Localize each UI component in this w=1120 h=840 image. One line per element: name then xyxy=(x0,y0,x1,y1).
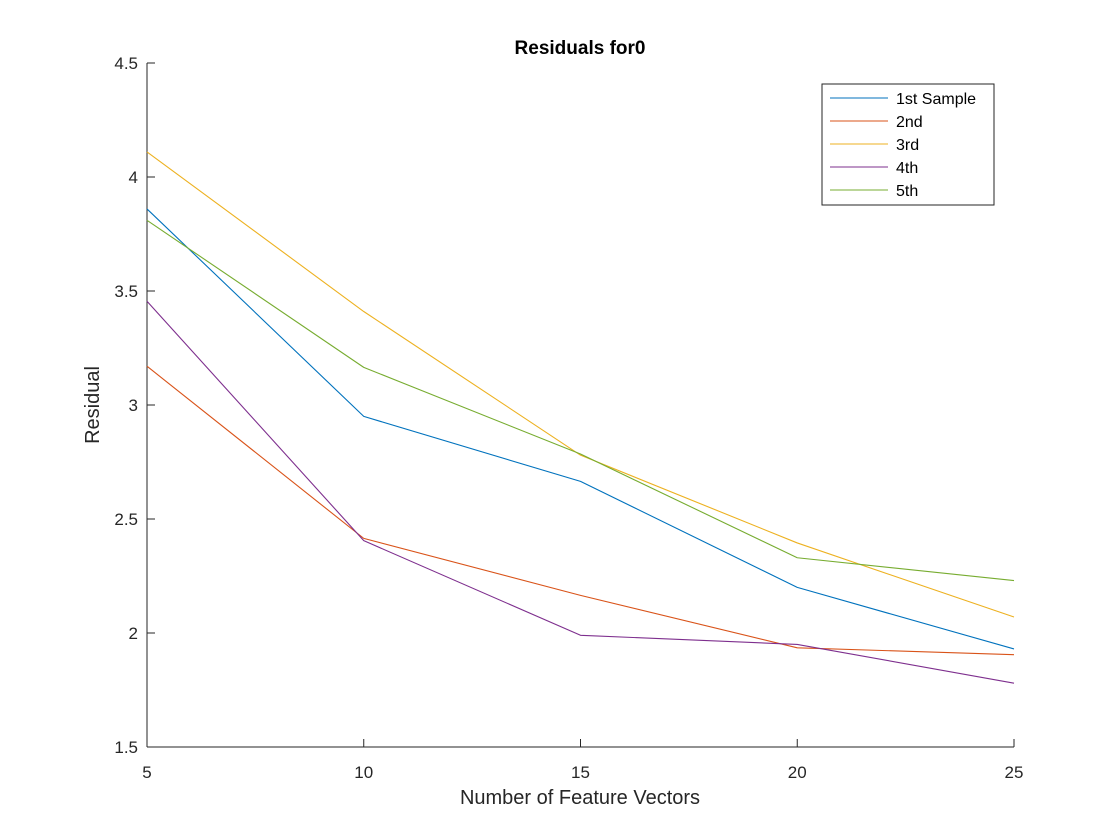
legend-label-5: 5th xyxy=(896,183,918,200)
y-tick-label: 2 xyxy=(129,624,138,643)
x-tick-label: 25 xyxy=(1005,763,1024,782)
series-line-4 xyxy=(146,300,1015,684)
series-line-1 xyxy=(146,208,1015,650)
series-line-2 xyxy=(146,365,1015,656)
x-tick-label: 20 xyxy=(788,763,807,782)
axes: 5 10 15 20 25 1.5 2 2.5 3 3.5 4 4.5 xyxy=(114,54,1023,782)
legend-label-4: 4th xyxy=(896,160,918,177)
y-tick-label: 4 xyxy=(129,168,138,187)
legend: 1st Sample 2nd 3rd 4th 5th xyxy=(821,83,995,206)
x-axis-label: Number of Feature Vectors xyxy=(460,787,700,809)
legend-label-3: 3rd xyxy=(896,137,919,154)
y-tick-label: 4.5 xyxy=(114,54,138,73)
chart-title: Residuals for0 xyxy=(515,38,646,59)
series-lines xyxy=(146,151,1015,684)
series-line-5 xyxy=(146,219,1015,582)
x-tick-label: 5 xyxy=(142,763,151,782)
x-tick-label: 15 xyxy=(571,763,590,782)
legend-label-2: 2nd xyxy=(896,114,923,131)
y-tick-label: 3 xyxy=(129,396,138,415)
legend-label-1: 1st Sample xyxy=(896,91,976,108)
y-tick-label: 2.5 xyxy=(114,510,138,529)
series-line-3 xyxy=(146,151,1015,618)
x-tick-label: 10 xyxy=(354,763,373,782)
y-tick-label: 3.5 xyxy=(114,282,138,301)
y-axis-label: Residual xyxy=(82,366,104,444)
y-tick-label: 1.5 xyxy=(114,738,138,757)
